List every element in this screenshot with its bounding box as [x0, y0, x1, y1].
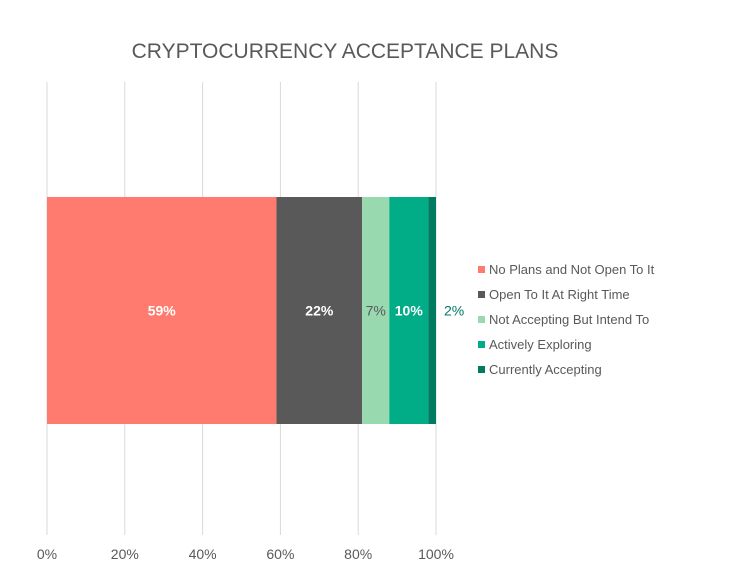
- legend-label: Open To It At Right Time: [489, 287, 630, 302]
- legend-item: Actively Exploring: [478, 337, 592, 352]
- legend-label: No Plans and Not Open To It: [489, 262, 655, 277]
- bar-segment: [389, 197, 429, 424]
- data-labels: 59% 22% 7% 10% 2%: [148, 303, 464, 319]
- x-tick-label: 60%: [266, 546, 294, 562]
- legend-item: No Plans and Not Open To It: [478, 262, 655, 277]
- legend-swatch: [478, 341, 485, 348]
- legend-item: Currently Accepting: [478, 362, 602, 377]
- data-label: 7%: [366, 303, 386, 319]
- data-label: 2%: [444, 303, 464, 319]
- legend-swatch: [478, 291, 485, 298]
- x-tick-label: 40%: [189, 546, 217, 562]
- legend: No Plans and Not Open To It Open To It At…: [478, 262, 655, 377]
- legend-item: Open To It At Right Time: [478, 287, 630, 302]
- x-tick-label: 0%: [37, 546, 57, 562]
- bar-segment: [362, 197, 390, 424]
- bar-segment: [276, 197, 363, 424]
- legend-item: Not Accepting But Intend To: [478, 312, 649, 327]
- data-label: 22%: [305, 303, 334, 319]
- data-label: 10%: [395, 303, 424, 319]
- bar-segment: [47, 197, 277, 424]
- legend-label: Not Accepting But Intend To: [489, 312, 649, 327]
- chart-title: CRYPTOCURRENCY ACCEPTANCE PLANS: [132, 40, 559, 63]
- stacked-bar: [47, 197, 436, 424]
- legend-label: Currently Accepting: [489, 362, 602, 377]
- data-label: 59%: [148, 303, 177, 319]
- bar-segment: [428, 197, 436, 424]
- x-tick-label: 80%: [344, 546, 372, 562]
- legend-swatch: [478, 316, 485, 323]
- legend-swatch: [478, 366, 485, 373]
- legend-swatch: [478, 266, 485, 273]
- x-tick-label: 20%: [111, 546, 139, 562]
- x-axis-ticks: 0% 20% 40% 60% 80% 100%: [37, 546, 454, 562]
- x-tick-label: 100%: [418, 546, 454, 562]
- legend-label: Actively Exploring: [489, 337, 592, 352]
